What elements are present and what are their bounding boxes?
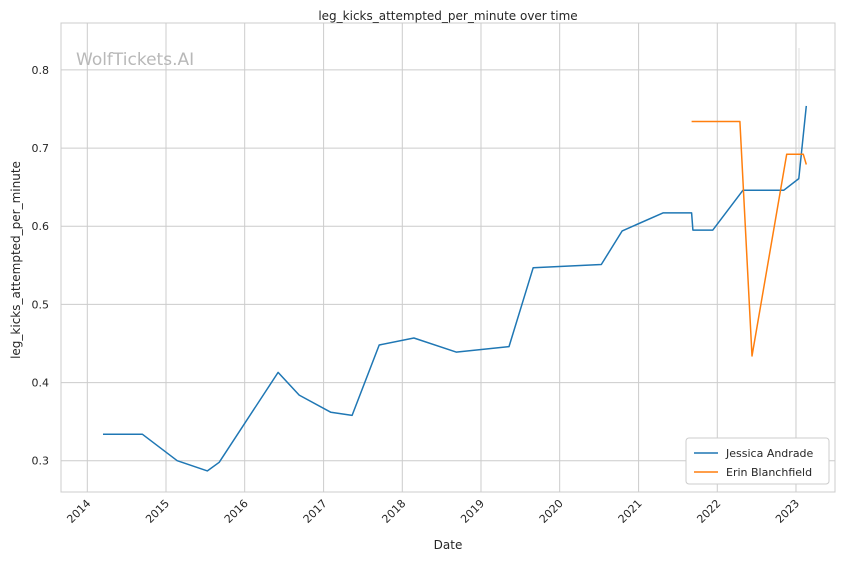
series-line-erin-blanchfield <box>691 120 808 357</box>
y-tick-label: 0.4 <box>32 377 50 390</box>
x-axis-title: Date <box>434 538 463 552</box>
y-tick-label: 0.8 <box>32 64 50 77</box>
legend-label-jessica-andrade: Jessica Andrade <box>725 447 814 460</box>
series-lines <box>103 105 808 472</box>
legend: Jessica Andrade Erin Blanchfield <box>685 437 830 485</box>
legend-label-erin-blanchfield: Erin Blanchfield <box>726 466 812 479</box>
y-tick-label: 0.5 <box>32 298 50 311</box>
plot-area-frame <box>60 22 836 493</box>
y-tick-label: 0.3 <box>32 455 50 468</box>
y-axis-title: leg_kicks_attempted_per_minute <box>9 161 23 359</box>
y-tick-label: 0.6 <box>32 220 50 233</box>
watermark: WolfTickets.AI <box>76 50 194 70</box>
series-line-jessica-andrade <box>103 105 808 472</box>
y-tick-labels: 0.3 0.4 0.5 0.6 0.7 0.8 <box>32 64 50 468</box>
chart-title: leg_kicks_attempted_per_minute over time <box>318 9 577 23</box>
y-tick-label: 0.7 <box>32 142 50 155</box>
legend-box <box>685 437 830 485</box>
